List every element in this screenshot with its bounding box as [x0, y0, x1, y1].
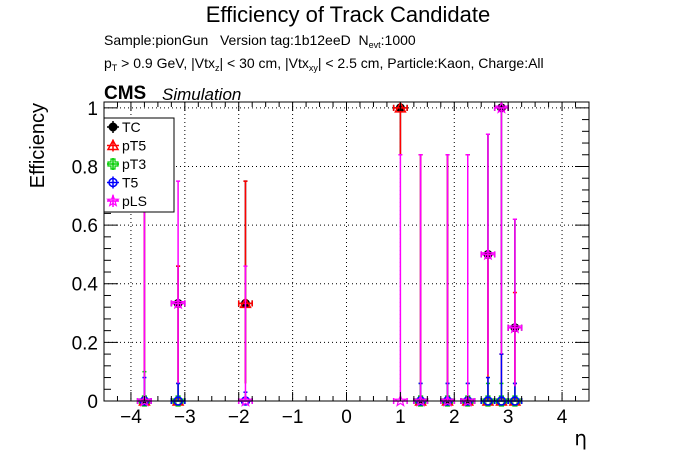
legend-entry-pt5: pT5	[106, 138, 146, 154]
legend-marker	[108, 177, 118, 188]
legend-entry-pt3: pT3	[107, 156, 146, 172]
simulation-label: Simulation	[162, 85, 242, 104]
x-tick-label: 1	[395, 407, 406, 428]
x-tick-label: 0	[341, 407, 352, 428]
x-tick-label: 3	[503, 407, 514, 428]
vtxz-subscript: z	[214, 63, 220, 73]
y-tick-label: 0.4	[72, 275, 99, 296]
series-pls	[136, 100, 523, 407]
data-point	[172, 395, 184, 407]
x-tick-label: −4	[120, 407, 142, 428]
x-tick-label: 2	[449, 407, 460, 428]
data-point	[481, 247, 495, 261]
x-tick-label: −1	[282, 407, 304, 428]
pt-cut: > 0.9 GeV, |Vtx	[117, 55, 215, 71]
data-point	[494, 100, 509, 114]
data-series	[136, 100, 523, 407]
cuts-info-line: pT > 0.9 GeV, |Vtxz| < 30 cm, |Vtxxy| < …	[104, 55, 544, 73]
pt-symbol: p	[104, 55, 112, 71]
legend-label: pLS	[122, 193, 147, 209]
legend-marker	[107, 158, 119, 170]
data-point	[393, 393, 408, 407]
legend-marker	[106, 138, 120, 151]
data-point	[482, 395, 494, 407]
grid-lines	[104, 102, 589, 402]
sample-label: Sample:pionGun	[104, 32, 209, 48]
y-tick-label: 0.8	[72, 157, 98, 178]
y-tick-label: 1	[87, 99, 98, 120]
nevt-subscript: evt	[368, 40, 381, 50]
pt-subscript: T	[111, 63, 118, 73]
legend-marker	[108, 122, 118, 132]
x-axis-label: η	[574, 426, 587, 450]
sample-info-line: Sample:pionGun Version tag:1b12eeD Nevt:…	[104, 32, 416, 50]
series-tc	[136, 103, 523, 406]
series-t5	[136, 353, 523, 406]
x-tick-label: −3	[174, 407, 196, 428]
vtxxy-subscript: xy	[308, 63, 318, 73]
data-point	[495, 395, 508, 407]
nevt-label: N	[358, 32, 369, 48]
data-point	[238, 393, 253, 407]
data-point	[440, 393, 455, 407]
y-axis-label: Efficiency	[27, 103, 49, 188]
legend-entry-t5: T5	[107, 175, 139, 191]
legend-box	[103, 117, 175, 213]
axes: −4 −3 −2 −1 0 1 2 3 4 0 0.2 0.4 0.6 0.8 1	[72, 99, 590, 428]
legend-label: pT3	[122, 156, 146, 172]
data-point	[394, 101, 407, 113]
data-point	[460, 393, 475, 407]
legend-marker	[106, 193, 120, 207]
legend-entry-pls: pLS	[106, 193, 147, 209]
series-pt5	[136, 101, 523, 406]
vtxz-cut: | < 30 cm, |Vtx	[219, 55, 309, 71]
data-point	[137, 393, 152, 407]
y-tick-label: 0.6	[72, 216, 98, 237]
nevt-value: :1000	[380, 32, 416, 48]
x-tick-label: −2	[228, 407, 250, 428]
chart-title: Efficiency of Track Candidate	[205, 2, 491, 27]
legend-label: TC	[122, 119, 141, 135]
legend-label: pT5	[122, 138, 146, 154]
data-point	[171, 296, 185, 310]
legend: TC pT5 pT3 T5 pLS	[103, 117, 175, 213]
data-point	[508, 320, 522, 334]
particle-charge-info: | < 2.5 cm, Particle:Kaon, Charge:All	[317, 55, 544, 71]
legend-label: T5	[122, 175, 139, 191]
y-tick-label: 0.2	[72, 333, 98, 354]
cms-label: CMS	[104, 83, 147, 104]
y-tick-label: 0	[87, 392, 98, 413]
data-point	[413, 393, 428, 407]
x-tick-label: 4	[557, 407, 568, 428]
data-point	[509, 395, 521, 407]
legend-entry-tc: TC	[107, 119, 141, 135]
version-label: Version tag:1b12eeD	[219, 32, 351, 48]
